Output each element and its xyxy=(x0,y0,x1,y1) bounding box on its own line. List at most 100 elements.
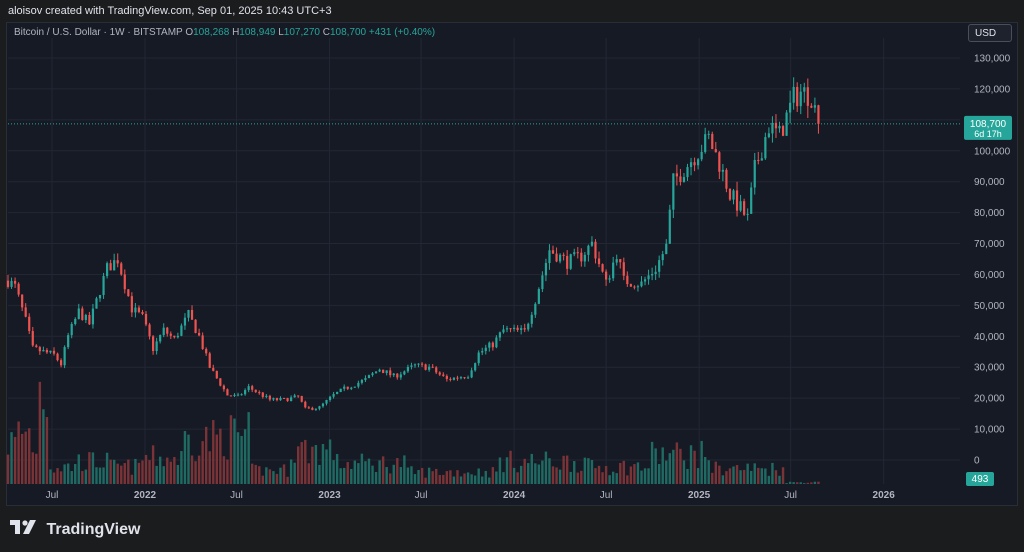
candle-body xyxy=(541,275,544,290)
candle-body xyxy=(743,201,746,215)
candle-body xyxy=(325,399,328,404)
candle-body xyxy=(640,281,643,287)
y-tick-label: 50,000 xyxy=(974,301,1005,312)
volume-bar xyxy=(445,471,449,484)
volume-bar xyxy=(109,459,112,484)
candle-body xyxy=(558,254,562,262)
volume-bar xyxy=(817,481,820,484)
volume-bar xyxy=(137,462,141,484)
volume-bar xyxy=(456,470,459,484)
volume-bar xyxy=(413,474,417,484)
volume-bar xyxy=(466,472,470,484)
candle-body xyxy=(583,254,586,262)
volume-bar xyxy=(300,442,303,484)
candle-body xyxy=(534,303,537,315)
volume-bar xyxy=(675,442,679,484)
candle-body xyxy=(180,325,183,336)
candle-body xyxy=(364,378,367,381)
volume-bar xyxy=(551,466,555,484)
volume-bar xyxy=(233,418,236,484)
volume-bar xyxy=(81,471,84,484)
candle-body xyxy=(459,377,463,379)
y-tick-label: 130,000 xyxy=(974,54,1011,65)
candle-body xyxy=(194,319,197,333)
symbol-name[interactable]: Bitcoin / U.S. Dollar · 1W · BITSTAMP xyxy=(14,27,183,38)
candle-body xyxy=(626,275,629,285)
candle-body xyxy=(275,398,279,401)
y-tick-label: 30,000 xyxy=(974,363,1005,374)
candle-body xyxy=(406,366,410,372)
candle-body xyxy=(130,296,133,313)
volume-bar xyxy=(463,473,466,484)
chart-frame[interactable] xyxy=(6,22,1018,506)
candle-body xyxy=(374,371,378,374)
volume-bar xyxy=(374,472,378,484)
volume-bar xyxy=(792,482,795,484)
volume-bar xyxy=(120,465,123,484)
candle-body xyxy=(792,86,795,103)
candle-body xyxy=(449,378,452,380)
volume-bar xyxy=(52,472,56,484)
currency-button[interactable]: USD xyxy=(968,24,1012,42)
volume-bar xyxy=(403,455,406,484)
volume-bar xyxy=(346,462,349,484)
volume-bar xyxy=(381,456,385,484)
candle-body xyxy=(576,252,579,254)
candle-body xyxy=(431,366,434,368)
volume-bar xyxy=(813,481,817,484)
candle-body xyxy=(109,263,112,271)
candle-body xyxy=(739,201,742,211)
volume-bar xyxy=(127,459,130,484)
candle-body xyxy=(619,259,622,263)
brand-name: TradingView xyxy=(46,521,141,538)
volume-bar xyxy=(219,428,222,484)
candle-body xyxy=(735,190,739,211)
candle-body xyxy=(530,314,533,324)
x-tick-label: Jul xyxy=(46,490,59,501)
candle-body xyxy=(389,370,392,376)
candle-body xyxy=(817,105,820,124)
candle-body xyxy=(176,335,179,338)
volume-bar xyxy=(431,471,434,484)
candle-body xyxy=(314,408,317,410)
volume-bar xyxy=(459,476,463,484)
candle-body xyxy=(442,374,445,376)
candle-body xyxy=(555,253,558,262)
volume-bar xyxy=(98,467,102,484)
candle-body xyxy=(286,398,289,402)
candle-body xyxy=(328,396,332,400)
volume-bar xyxy=(389,473,392,484)
candle-body xyxy=(750,187,753,214)
candle-body xyxy=(760,158,763,161)
volume-bar xyxy=(261,475,265,484)
volume-bar xyxy=(498,457,502,484)
volume-bar xyxy=(212,420,215,484)
volume-bar xyxy=(197,455,201,484)
volume-bar xyxy=(420,467,424,484)
candle-body xyxy=(152,336,155,352)
candle-body xyxy=(233,394,236,396)
volume-bar xyxy=(70,471,73,484)
x-tick-label: 2025 xyxy=(688,490,711,501)
volume-bar xyxy=(180,451,183,484)
top-bar: aloisov created with TradingView.com, Se… xyxy=(0,0,1024,22)
candle-body xyxy=(633,286,636,288)
candle-body xyxy=(689,162,693,168)
volume-bar xyxy=(173,457,176,484)
volume-bar xyxy=(534,463,537,484)
candle-body xyxy=(173,335,176,338)
volume-bar xyxy=(74,464,77,484)
candle-body xyxy=(665,243,668,255)
attribution-text: aloisov created with TradingView.com, Se… xyxy=(8,5,332,17)
volume-bar xyxy=(45,417,49,484)
candle-body xyxy=(601,264,604,272)
candle-body xyxy=(67,335,70,348)
candle-body xyxy=(806,87,809,106)
candle-body xyxy=(59,360,63,366)
volume-bar xyxy=(512,467,516,484)
volume-bar xyxy=(555,467,558,484)
tradingview-brand[interactable]: TradingView xyxy=(10,519,140,541)
candle-body xyxy=(512,327,516,329)
candle-body xyxy=(38,347,41,352)
